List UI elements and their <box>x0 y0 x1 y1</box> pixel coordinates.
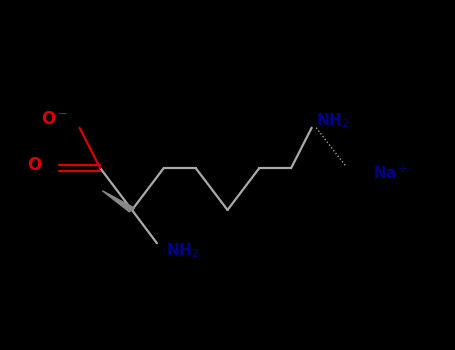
Text: O: O <box>27 155 41 174</box>
Text: O$^-$: O$^-$ <box>41 110 68 128</box>
Text: Na$^+$: Na$^+$ <box>373 164 408 182</box>
Polygon shape <box>102 191 135 212</box>
Text: NH$_2$: NH$_2$ <box>166 241 199 260</box>
Text: NH$_2$: NH$_2$ <box>316 111 349 130</box>
